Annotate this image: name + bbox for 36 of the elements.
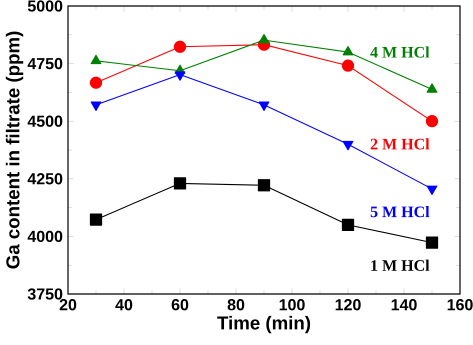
x-tick-label: 40 [115, 299, 132, 310]
point [258, 102, 270, 111]
point [258, 179, 270, 192]
series-label: 4 M HCl [370, 46, 430, 58]
point [342, 140, 354, 150]
x-tick-label: 140 [392, 299, 417, 310]
x-axis-title: Time (min) [217, 316, 310, 334]
point [426, 236, 438, 249]
x-tick-label: 20 [60, 299, 76, 310]
point [90, 213, 102, 226]
y-tick-label: 4000 [28, 230, 62, 242]
x-tick-label: 60 [172, 299, 188, 310]
y-tick-label: 5000 [28, 0, 62, 12]
point [174, 71, 186, 81]
point [342, 218, 354, 232]
point [426, 115, 438, 128]
point [342, 60, 354, 72]
y-tick-label: 4750 [28, 58, 62, 70]
point [174, 40, 186, 53]
y-axis-title: Ga content in filtrate (ppm) [6, 32, 24, 268]
point [426, 83, 438, 93]
series-label: 2 M HCl [370, 138, 430, 150]
point [90, 54, 102, 64]
point [90, 76, 102, 89]
x-tick-label: 120 [336, 299, 361, 310]
y-tick-label: 3750 [28, 288, 62, 300]
x-tick-label: 100 [280, 299, 305, 310]
point [174, 177, 186, 190]
series-label: 5 M HCl [370, 206, 430, 218]
x-tick-label: 80 [228, 299, 244, 310]
point [426, 186, 438, 196]
x-tick-label: 160 [448, 299, 473, 310]
y-tick-label: 4250 [28, 173, 62, 184]
series-label: 1 M HCl [371, 260, 430, 271]
point [90, 102, 102, 111]
y-tick-label: 4500 [28, 116, 62, 127]
